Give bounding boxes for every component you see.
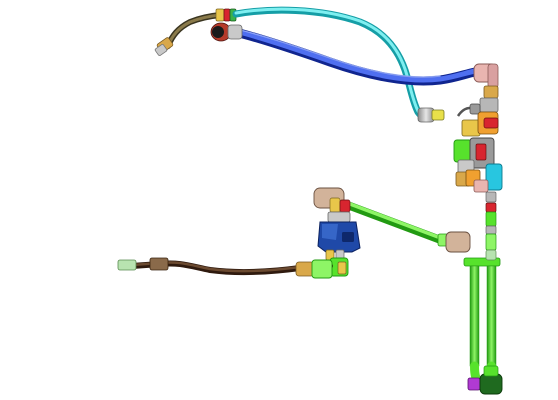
center-valve-block [313,187,361,277]
blue-tube [210,22,480,86]
manifold-assembly [453,63,503,251]
cyan-tube-elbow-fitting [417,107,445,123]
center-green-tube [346,202,471,253]
lower-left-hose [117,257,333,279]
cyan-tube [232,6,445,123]
hose-end-fitting [154,37,174,56]
blue-tube-end-cap [210,22,243,42]
right-green-tubes [463,249,503,395]
